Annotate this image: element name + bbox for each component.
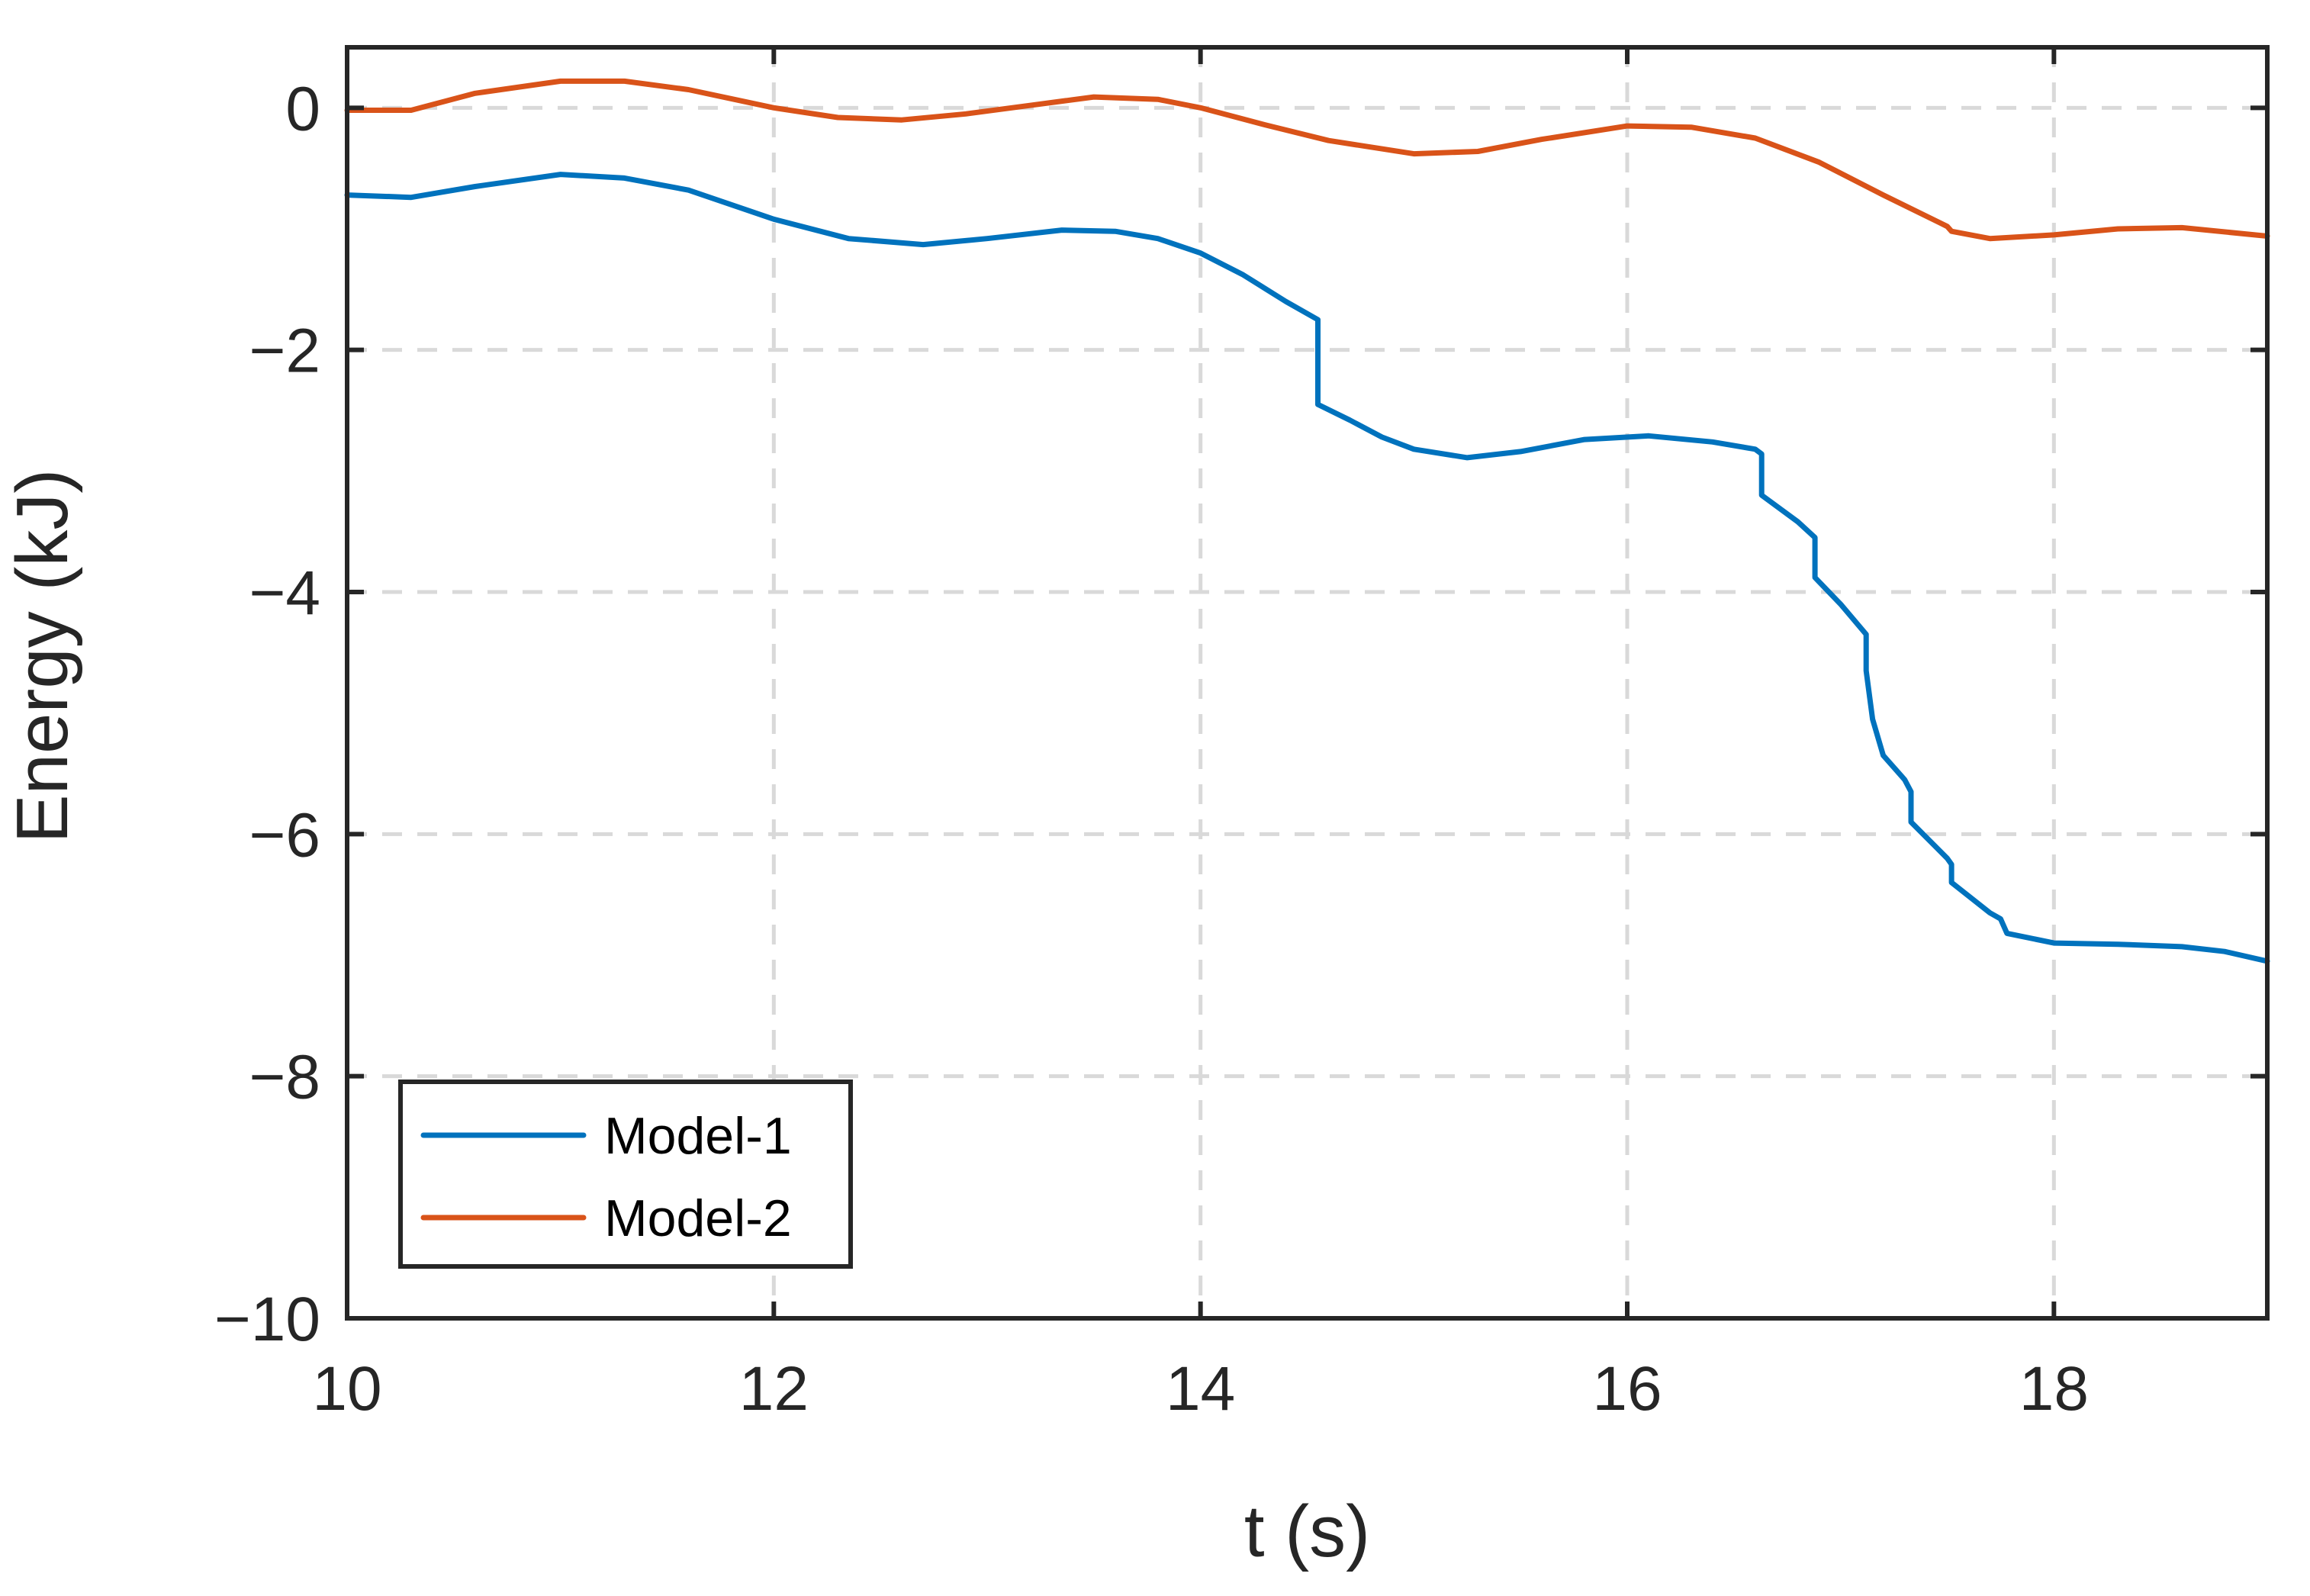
- series-line-model-1: [344, 172, 2270, 964]
- legend-label-model-1: Model-1: [604, 1107, 792, 1165]
- plot-frame: [345, 45, 2270, 1321]
- y-axis-label: Energy (kJ): [2, 469, 83, 844]
- y-tick-label: −6: [249, 800, 321, 870]
- axis-ticks: [345, 47, 2267, 1321]
- series-lines: [344, 78, 2270, 964]
- y-tick-label: 0: [285, 74, 320, 143]
- legend-box: [398, 1080, 853, 1269]
- x-tick-label: 14: [1166, 1354, 1235, 1424]
- x-tick-label: 16: [1592, 1354, 1662, 1424]
- y-tick-label: −2: [249, 317, 321, 386]
- y-tick-label: −8: [249, 1043, 321, 1112]
- series-line-model-2: [344, 78, 2270, 242]
- legend-label-model-2: Model-2: [604, 1189, 792, 1247]
- x-tick-label: 12: [739, 1354, 809, 1424]
- x-axis-label: t (s): [1244, 1491, 1370, 1572]
- grid-lines: [347, 47, 2267, 1318]
- x-tick-label: 18: [2019, 1354, 2089, 1424]
- y-tick-label: −4: [249, 558, 321, 628]
- legend: Model-1 Model-2: [398, 1080, 853, 1269]
- y-tick-label: −10: [214, 1285, 320, 1354]
- tick-labels: 10 12 14 16 18 0 −2 −4 −6 −8 −10: [214, 74, 2089, 1424]
- x-tick-label: 10: [312, 1354, 381, 1424]
